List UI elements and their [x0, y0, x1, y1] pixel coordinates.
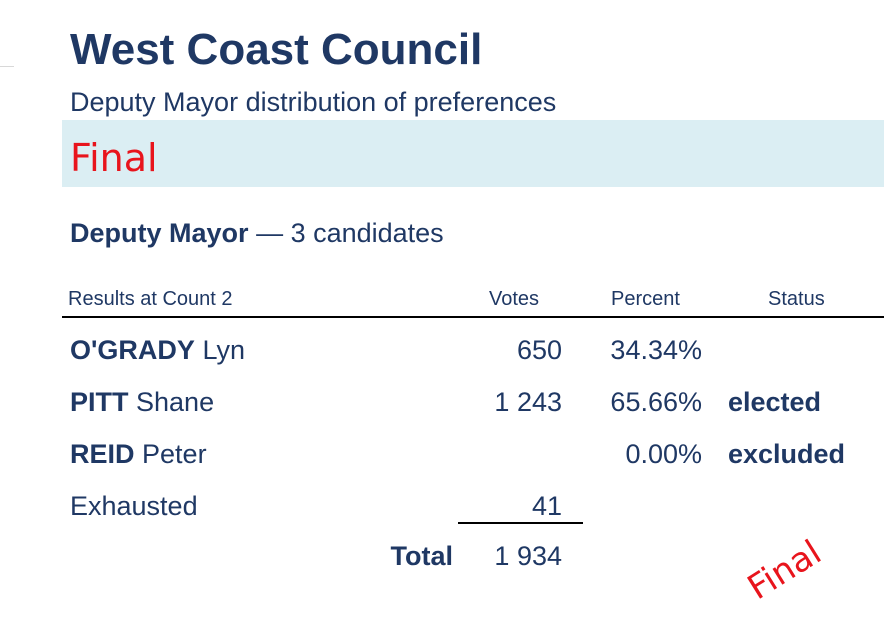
contest-heading: Deputy Mayor — 3 candidates [70, 213, 444, 253]
status-banner-text: Final [70, 136, 158, 180]
candidate-name: REID Peter [70, 438, 207, 470]
candidate-surname: REID [70, 439, 135, 469]
candidate-status: excluded [728, 439, 846, 469]
candidate-surname: PITT [70, 387, 129, 417]
candidate-surname: O'GRADY [70, 335, 195, 365]
column-header-percent: Percent [611, 288, 680, 310]
candidate-given-name: Shane [136, 387, 215, 417]
status-banner: Final [62, 120, 884, 187]
total-label: Total [390, 541, 454, 571]
final-stamp: Final [740, 532, 829, 608]
column-header-count: Results at Count 2 [68, 288, 233, 310]
edge-mark [0, 66, 14, 67]
page-subtitle: Deputy Mayor distribution of preferences [70, 87, 557, 117]
exhausted-votes: 41 [531, 491, 562, 521]
header-rule [62, 316, 884, 318]
candidate-name: O'GRADY Lyn [70, 334, 245, 366]
candidate-name: PITT Shane [70, 386, 214, 418]
candidate-percent: 0.00% [625, 439, 702, 469]
page-title: West Coast Council [70, 25, 483, 74]
total-rule [458, 522, 583, 524]
total-votes: 1 934 [494, 541, 562, 571]
candidate-percent: 65.66% [610, 387, 702, 417]
candidate-votes: 1 243 [494, 387, 562, 417]
candidate-percent: 34.34% [610, 335, 702, 365]
column-header-votes: Votes [489, 288, 540, 310]
contest-candidate-count: — 3 candidates [256, 218, 444, 248]
candidate-status: elected [728, 387, 822, 417]
contest-office: Deputy Mayor [70, 218, 249, 248]
candidate-given-name: Peter [142, 439, 207, 469]
exhausted-label: Exhausted [70, 491, 198, 521]
candidate-given-name: Lyn [202, 335, 245, 365]
candidate-votes: 650 [516, 335, 562, 365]
column-header-status: Status [768, 288, 825, 310]
